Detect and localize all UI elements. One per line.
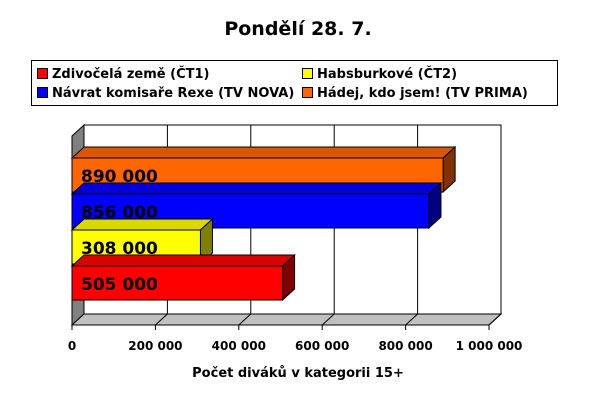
bar-1-top [70,218,214,231]
legend: Zdivočelá země (ČT1) Habsburkové (ČT2) N… [31,60,558,106]
legend-label: Návrat komisaře Rexe (TV NOVA) [52,86,295,101]
floor [70,313,503,326]
floor-gridline [321,313,335,326]
data-label: 856 000 [81,203,158,223]
legend-item-navrat-komisare-rexe: Návrat komisaře Rexe (TV NOVA) [37,86,294,102]
bar-0 [71,265,284,301]
x-tick-label: 600 000 [295,339,349,353]
legend-swatch-hadej-kdo-jsem [302,87,313,98]
legend-label: Hádej, kdo jsem! (TV PRIMA) [317,86,528,101]
x-tick-label: 400 000 [212,339,266,353]
legend-item-zdivocela-zeme: Zdivočelá země (ČT1) [37,67,209,83]
floor-gridline [155,313,168,326]
x-tick-label: 0 [68,339,76,353]
x-tick-label: 200 000 [128,339,182,353]
floor-gridline [405,313,418,326]
floor-gridline [488,313,502,326]
data-label: 505 000 [81,275,158,295]
x-tick-label: 1 000 000 [456,339,523,353]
legend-swatch-zdivocela-zeme [37,68,48,79]
legend-item-habsburkove: Habsburkové (ČT2) [302,67,457,83]
x-tick-label: 800 000 [378,339,432,353]
data-label: 308 000 [81,239,158,259]
bar-2-top [70,182,443,195]
chart-title: Pondělí 28. 7. [224,18,372,40]
floor-gridline [238,313,252,326]
data-label: 890 000 [81,167,158,187]
legend-item-hadej-kdo-jsem: Hádej, kdo jsem! (TV PRIMA) [302,86,528,102]
bar-0-top [70,254,296,267]
legend-label: Zdivočelá země (ČT1) [52,67,210,82]
x-axis-title: Počet diváků v kategorii 15+ [192,366,404,381]
legend-label: Habsburkové (ČT2) [317,67,458,82]
legend-swatch-navrat-komisare-rexe [37,87,48,98]
legend-swatch-habsburkove [302,68,313,79]
bar-3-top [70,146,457,159]
